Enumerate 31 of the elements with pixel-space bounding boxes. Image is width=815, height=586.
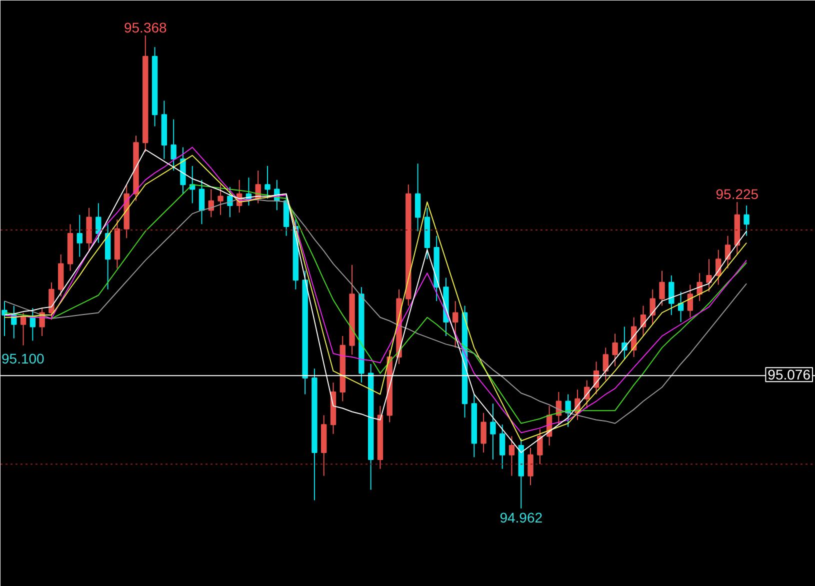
candlestick [48, 282, 54, 320]
candlestick [612, 333, 618, 367]
candlestick [452, 300, 458, 348]
annotation: 95.100 [2, 350, 45, 366]
candlestick [650, 288, 656, 325]
candlestick [76, 214, 82, 258]
candlestick [227, 186, 233, 218]
candlestick [170, 118, 176, 172]
candlestick [96, 202, 102, 244]
candlestick [668, 274, 674, 316]
candlestick [480, 412, 486, 454]
candlestick [198, 179, 205, 225]
candlestick [508, 436, 515, 476]
annotation: 95.225 [716, 186, 759, 202]
candlestick [218, 184, 224, 216]
candlestick [537, 428, 543, 465]
candlestick [499, 424, 506, 470]
annotation: 95.368 [124, 19, 168, 36]
candlestick [602, 347, 609, 381]
candlestick [264, 165, 270, 200]
candlestick [659, 270, 665, 306]
candlestick [678, 291, 684, 323]
candlestick [706, 258, 712, 292]
candlestick [528, 447, 534, 486]
candlestick [414, 163, 421, 232]
ref-line-label: 95.076 [768, 366, 811, 383]
candlestick [490, 403, 496, 460]
annotation: 94.962 [500, 509, 543, 526]
candlestick [20, 312, 26, 346]
candlestick [687, 284, 694, 318]
candlestick [744, 205, 750, 236]
